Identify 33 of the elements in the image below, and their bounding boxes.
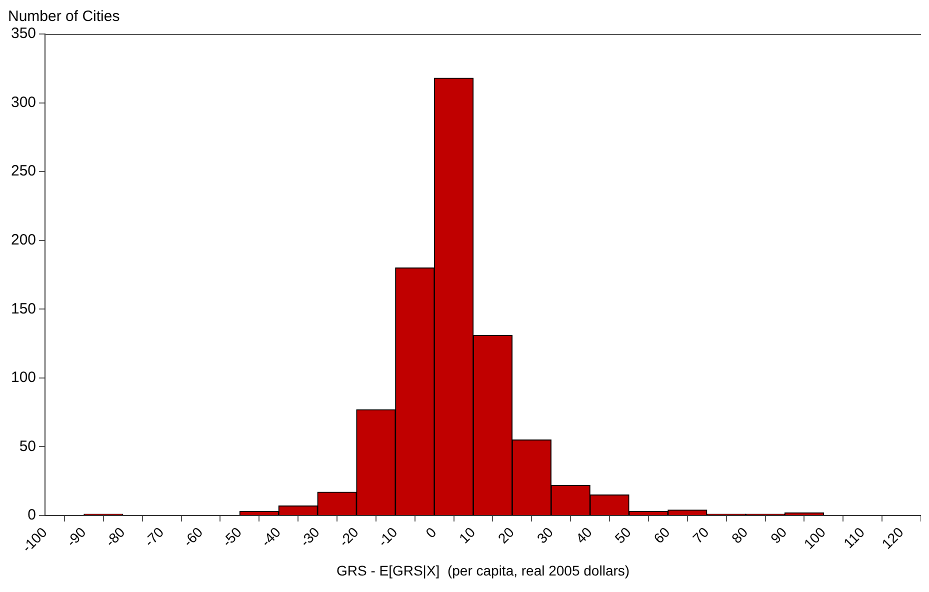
x-tick-label: 70 <box>689 524 712 546</box>
x-tick-label: 120 <box>878 524 907 552</box>
y-tick-label: 100 <box>10 369 36 386</box>
x-tick-label: 110 <box>840 524 868 552</box>
x-tick-label: -70 <box>141 524 167 550</box>
y-tick-label: 300 <box>10 94 36 111</box>
y-tick-label: 200 <box>10 232 36 248</box>
x-tick-label: -80 <box>102 524 128 550</box>
x-tick-label: 40 <box>572 524 596 546</box>
y-tick-label: 350 <box>10 25 36 42</box>
x-tick-label: 90 <box>767 524 790 546</box>
y-tick-label: 0 <box>28 506 36 524</box>
x-tick-label: -10 <box>374 524 400 550</box>
x-axis-title: GRS - E[GRS|X] (per capita, real 2005 dollars) <box>336 562 630 578</box>
x-tick-label: -30 <box>296 524 323 550</box>
y-tick-label: 150 <box>10 300 36 318</box>
x-tick-label: -40 <box>258 524 284 550</box>
x-tick-label: -20 <box>336 524 362 550</box>
x-tick-label: 20 <box>494 524 518 546</box>
x-tick-label: 100 <box>800 524 829 552</box>
x-tick-label: -90 <box>63 524 89 550</box>
x-tick-label: 30 <box>534 524 556 546</box>
x-tick-label: -100 <box>18 524 50 556</box>
x-tick-label: 10 <box>456 524 478 546</box>
x-tick-label: 0 <box>422 524 440 541</box>
x-tick-label: -50 <box>218 524 245 550</box>
y-axis-title: Number of Cities <box>8 8 120 26</box>
x-tick-label: 50 <box>612 524 634 546</box>
x-tick-label: 60 <box>650 524 673 546</box>
x-tick-label: 80 <box>728 524 751 546</box>
y-tick-label: 50 <box>19 438 36 455</box>
y-tick-label: 250 <box>10 162 36 180</box>
x-tick-label: -60 <box>180 524 206 550</box>
